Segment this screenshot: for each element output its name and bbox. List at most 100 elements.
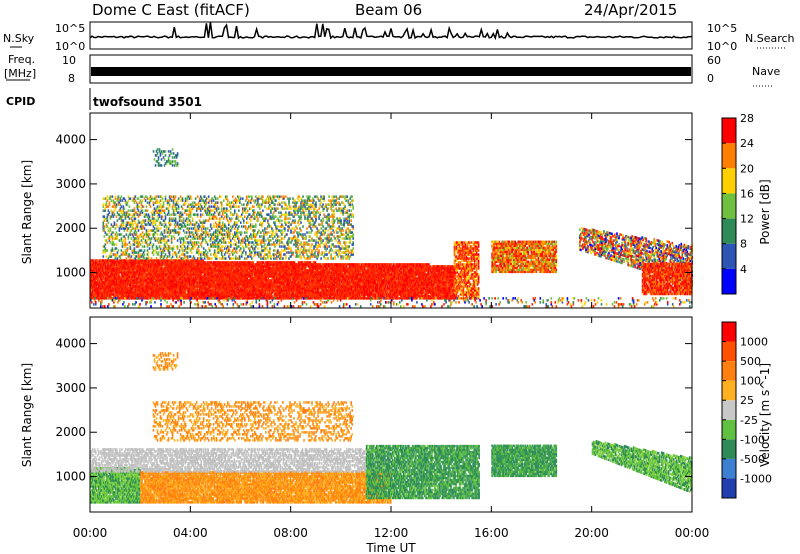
power-cell [98, 265, 100, 268]
power-cell [141, 259, 143, 262]
power-cell [111, 285, 113, 288]
power-cell [134, 287, 136, 290]
power-cell [101, 273, 103, 276]
power-cell [149, 277, 151, 280]
power-cell [130, 269, 132, 272]
power-cell [120, 281, 122, 284]
power-cell [113, 293, 115, 296]
power-cell [112, 263, 114, 266]
power-cell [128, 277, 130, 280]
power-cell [134, 275, 136, 278]
power-cell [154, 267, 156, 270]
power-cell [118, 293, 120, 296]
power-cell [93, 289, 95, 292]
power-cell [114, 277, 116, 280]
power-cell [123, 279, 125, 282]
power-cell [153, 275, 155, 278]
power-cell [130, 271, 132, 274]
power-cell [132, 263, 134, 266]
power-cell [109, 275, 111, 278]
power-cell [95, 285, 97, 288]
power-cell [129, 283, 131, 286]
power-cell [100, 295, 102, 298]
power-cell [106, 277, 108, 280]
power-cell [144, 259, 146, 262]
date-label: 24/Apr/2015 [584, 1, 677, 19]
power-cell [140, 297, 142, 300]
power-cell [152, 263, 154, 266]
cpid-panel: CPID twofsound 3501 [6, 88, 202, 110]
power-cell [130, 283, 132, 286]
power-cell [140, 267, 142, 270]
power-cell [98, 275, 100, 278]
power-cell [117, 289, 119, 292]
power-cell [159, 267, 161, 270]
power-cell [103, 283, 105, 286]
power-cell [100, 261, 102, 264]
power-cell [146, 273, 148, 276]
power-cell [153, 295, 155, 298]
power-cell [153, 283, 155, 286]
power-cell [144, 275, 146, 278]
power-cell [139, 261, 141, 264]
power-cell [116, 273, 118, 276]
power-cell [126, 273, 128, 276]
power-cell [98, 283, 100, 286]
power-cell [124, 273, 126, 276]
power-cell [118, 279, 120, 282]
power-cell [142, 287, 144, 290]
power-cell [108, 297, 110, 300]
power-cell [98, 281, 100, 284]
power-cell [110, 295, 112, 298]
power-cell [114, 261, 116, 264]
freq-panel-frame [89, 54, 693, 84]
power-cell [111, 263, 113, 266]
power-cell [100, 277, 102, 280]
power-cell [145, 289, 147, 292]
power-cell [114, 275, 116, 278]
power-cell [148, 293, 150, 296]
power-cell [109, 287, 111, 290]
power-cell [112, 267, 114, 270]
power-cell [123, 259, 125, 262]
power-cell [147, 281, 149, 284]
power-cell [130, 279, 132, 282]
power-cell [117, 297, 119, 300]
power-cell [98, 271, 100, 274]
power-cell [131, 293, 133, 296]
power-cell [110, 267, 112, 270]
power-cell [148, 267, 150, 270]
power-cell [156, 285, 158, 288]
power-cell [105, 259, 107, 262]
power-cell [90, 281, 92, 284]
power-cell [123, 271, 125, 274]
power-cell [159, 285, 161, 288]
power-cell [145, 283, 147, 286]
power-cell [147, 265, 149, 268]
power-cell [93, 267, 95, 270]
power-cell [138, 271, 140, 274]
power-cell [146, 275, 148, 278]
power-cell [90, 283, 92, 286]
power-cell [161, 283, 163, 286]
power-cell [160, 291, 162, 294]
power-cell [125, 297, 127, 300]
power-cell [100, 259, 102, 262]
power-cell [154, 269, 156, 272]
power-cell [92, 279, 94, 282]
power-cell [141, 265, 143, 268]
power-cell [155, 273, 157, 276]
power-cell [109, 285, 111, 288]
search-ytick-bottom: 10^0 [707, 40, 737, 53]
power-cell [159, 279, 161, 282]
power-cell [140, 281, 142, 284]
power-cell [101, 291, 103, 294]
power-cell [142, 297, 144, 300]
power-cell [142, 259, 144, 262]
power-cell [160, 293, 162, 296]
power-cell [107, 293, 109, 296]
power-cell [137, 269, 139, 272]
power-cell [120, 265, 122, 268]
power-cell [154, 271, 156, 274]
